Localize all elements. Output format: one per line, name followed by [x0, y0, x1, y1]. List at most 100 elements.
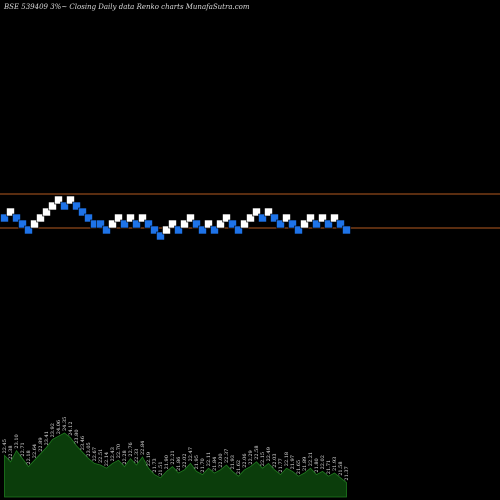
- volume-label: 22.71: [20, 442, 26, 456]
- volume-label: 22.29: [248, 450, 254, 464]
- volume-label: 22.67: [92, 447, 98, 461]
- volume-label: 22.02: [182, 453, 188, 467]
- renko-brick-down: [120, 219, 129, 229]
- volume-label: 22.43: [110, 447, 116, 461]
- volume-label: 22.00: [218, 453, 224, 467]
- volume-label: 23.80: [74, 429, 80, 443]
- renko-brick-down: [192, 219, 201, 229]
- volume-label: 21.93: [230, 455, 236, 469]
- renko-brick-up: [246, 213, 255, 223]
- renko-brick-up: [330, 213, 339, 223]
- volume-label: 22.14: [104, 452, 110, 466]
- renko-brick-down: [18, 219, 27, 229]
- volume-label: 22.33: [134, 449, 140, 463]
- renko-brick-up: [264, 207, 273, 217]
- renko-brick-up: [252, 207, 261, 217]
- renko-brick-down: [294, 225, 303, 235]
- volume-label: 22.19: [146, 452, 152, 466]
- volume-label: 22.37: [224, 449, 230, 463]
- renko-brick-up: [138, 213, 147, 223]
- renko-brick-down: [228, 219, 237, 229]
- volume-label: 23.92: [50, 423, 56, 437]
- reference-lines: [0, 193, 500, 229]
- renko-brick-down: [324, 219, 333, 229]
- renko-brick-down: [0, 213, 9, 223]
- volume-label: 22.21: [170, 450, 176, 464]
- renko-brick-up: [186, 213, 195, 223]
- renko-brick-down: [150, 225, 159, 235]
- renko-brick-up: [222, 213, 231, 223]
- renko-brick-down: [132, 219, 141, 229]
- renko-brick-up: [300, 219, 309, 229]
- renko-brick-up: [66, 195, 75, 205]
- renko-brick-up: [126, 213, 135, 223]
- volume-label: 22.38: [8, 445, 14, 459]
- renko-brick-down: [60, 201, 69, 211]
- renko-brick-down: [156, 231, 165, 241]
- renko-brick-up: [180, 219, 189, 229]
- renko-brick-down: [144, 219, 153, 229]
- volume-label: 21.95: [194, 455, 200, 469]
- renko-brick-down: [336, 219, 345, 229]
- volume-label: 22.02: [320, 455, 326, 469]
- renko-brick-up: [6, 207, 15, 217]
- volume-label: 22.70: [116, 444, 122, 458]
- renko-brick-down: [312, 219, 321, 229]
- renko-brick-down: [84, 213, 93, 223]
- renko-brick-up: [114, 213, 123, 223]
- volume-label: 22.06: [242, 453, 248, 467]
- renko-brick-up: [216, 219, 225, 229]
- renko-brick-down: [174, 225, 183, 235]
- renko-brick-up: [48, 201, 57, 211]
- volume-label: 22.64: [32, 444, 38, 458]
- renko-brick-up: [162, 225, 171, 235]
- renko-brick-up: [30, 219, 39, 229]
- volume-label: 23.41: [44, 431, 50, 445]
- volume-label: 21.70: [200, 458, 206, 472]
- volume-label: 22.45: [2, 439, 8, 453]
- volume-label: 22.58: [254, 445, 260, 459]
- renko-brick-down: [72, 201, 81, 211]
- volume-label: 21.51: [158, 461, 164, 475]
- volume-label: 22.21: [308, 452, 314, 466]
- volume-label: 21.77: [278, 458, 284, 472]
- renko-brick-down: [12, 213, 21, 223]
- renko-brick-up: [36, 213, 45, 223]
- renko-brick-up: [108, 219, 117, 229]
- volume-label: 21.71: [326, 460, 332, 474]
- volume-panel: [4, 432, 347, 498]
- renko-brick-up: [42, 207, 51, 217]
- renko-brick-down: [198, 225, 207, 235]
- volume-label: 21.65: [296, 460, 302, 474]
- volume-label: 22.15: [260, 452, 266, 466]
- renko-brick-down: [24, 225, 33, 235]
- volume-label: 21.90: [164, 455, 170, 469]
- volume-label: 21.89: [302, 457, 308, 471]
- renko-brick-down: [258, 213, 267, 223]
- volume-label: 22.28: [122, 450, 128, 464]
- volume-label: 21.97: [290, 455, 296, 469]
- volume-label: 23.10: [14, 434, 20, 448]
- volume-label: 21.93: [332, 457, 338, 471]
- renko-brick-up: [54, 195, 63, 205]
- renko-brick-up: [318, 213, 327, 223]
- renko-brick-down: [78, 207, 87, 217]
- volume-label: 22.18: [284, 452, 290, 466]
- volume-label: 22.84: [140, 441, 146, 455]
- volume-label: 24.12: [68, 421, 74, 435]
- renko-brick-down: [96, 219, 105, 229]
- volume-label: 21.58: [338, 461, 344, 475]
- renko-brick-down: [342, 225, 351, 235]
- renko-brick-down: [210, 225, 219, 235]
- chart-title: BSE 539409 3%~ Closing Daily data Renko …: [3, 3, 250, 11]
- volume-label: 22.03: [272, 453, 278, 467]
- volume-label: 22.11: [206, 452, 212, 466]
- volume-label: 21.80: [314, 458, 320, 472]
- volume-label: 22.18: [26, 450, 32, 464]
- volume-label: 22.51: [98, 449, 104, 463]
- renko-brick-up: [282, 213, 291, 223]
- volume-label: 24.35: [62, 417, 68, 431]
- volume-label: 23.46: [80, 436, 86, 450]
